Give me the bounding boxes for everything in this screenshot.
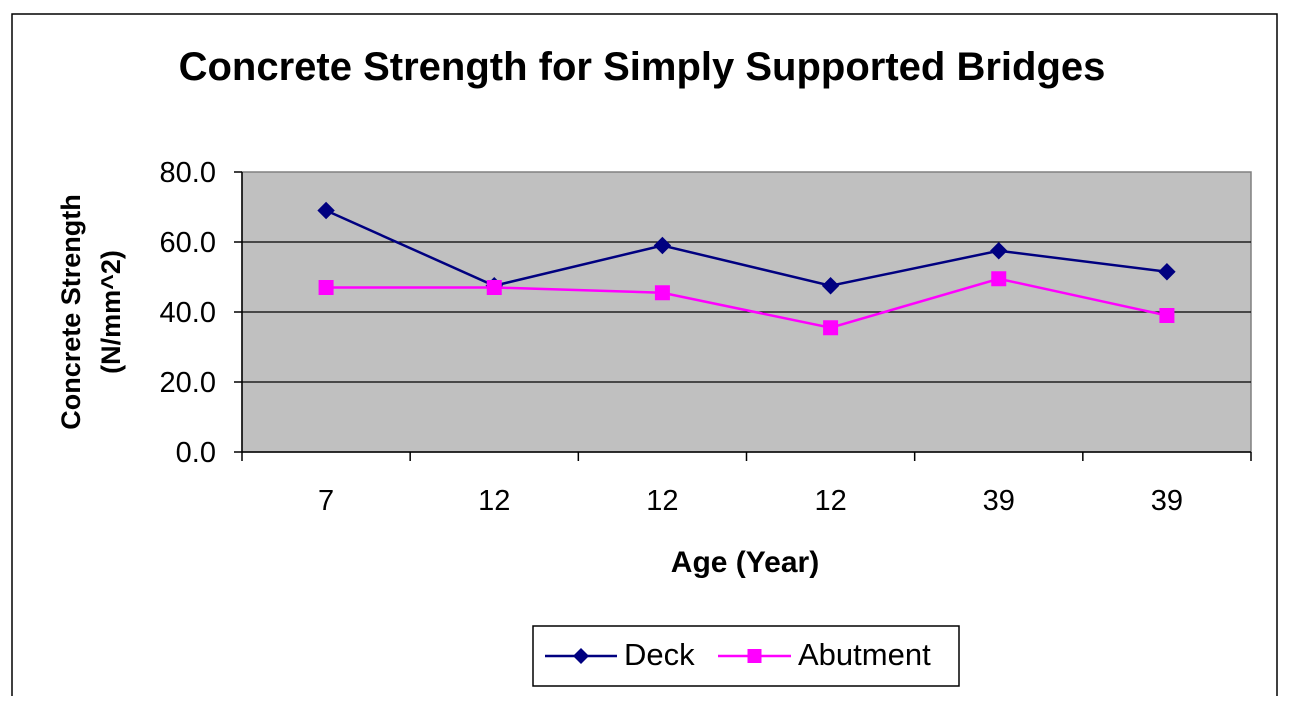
- data-point-abutment: [654, 285, 670, 301]
- axes: [234, 171, 1252, 461]
- legend-item-deck: Deck: [545, 637, 695, 672]
- x-tick-label: 39: [1151, 485, 1183, 517]
- y-tick-label: 20.0: [160, 367, 216, 399]
- data-point-abutment: [486, 280, 502, 295]
- data-point-deck: [317, 201, 335, 220]
- data-point-abutment: [318, 280, 334, 295]
- data-point-deck: [821, 277, 840, 295]
- legend-item-abutment: Abutment: [718, 637, 931, 672]
- data-point-deck: [653, 236, 672, 255]
- x-tick-label: 12: [646, 485, 678, 517]
- y-tick-labels: 0.0 20.0 40.0 60.0 80.0: [160, 157, 216, 469]
- legend-marker-deck: [573, 648, 589, 664]
- series-line-abutment: [326, 277, 1168, 330]
- y-tick-label: 40.0: [160, 297, 216, 329]
- data-point-abutment: [1159, 308, 1175, 323]
- legend-label-deck: Deck: [624, 637, 695, 672]
- x-tick-label: 7: [318, 485, 334, 517]
- y-axis-title-line-1: Concrete Strength: [56, 194, 86, 430]
- legend: Deck Abutment: [532, 625, 960, 687]
- series-line-deck: [325, 209, 1168, 288]
- y-axis-title-line-2: (N/mm^2): [96, 250, 126, 374]
- x-axis-title: Age (Year): [671, 546, 819, 579]
- data-point-deck: [990, 242, 1008, 260]
- x-tick-label: 39: [983, 485, 1015, 517]
- data-point-deck: [1158, 263, 1176, 281]
- legend-label-abutment: Abutment: [798, 637, 931, 672]
- legend-marker-abutment: [747, 649, 762, 663]
- data-point-abutment: [991, 271, 1007, 287]
- y-tick-label: 60.0: [160, 227, 216, 259]
- data-point-abutment: [823, 320, 839, 336]
- x-tick-labels: 7 12 12 12 39 39: [318, 485, 1183, 517]
- x-tick-label: 12: [478, 485, 510, 517]
- gridlines: [242, 241, 1251, 383]
- series-lines: [317, 201, 1176, 336]
- chart-title: Concrete Strength for Simply Supported B…: [179, 45, 1106, 89]
- x-tick-label: 12: [814, 485, 846, 517]
- y-tick-label: 0.0: [176, 437, 216, 469]
- y-tick-label: 80.0: [160, 157, 216, 189]
- y-axis-title: Concrete Strength (N/mm^2): [56, 194, 126, 430]
